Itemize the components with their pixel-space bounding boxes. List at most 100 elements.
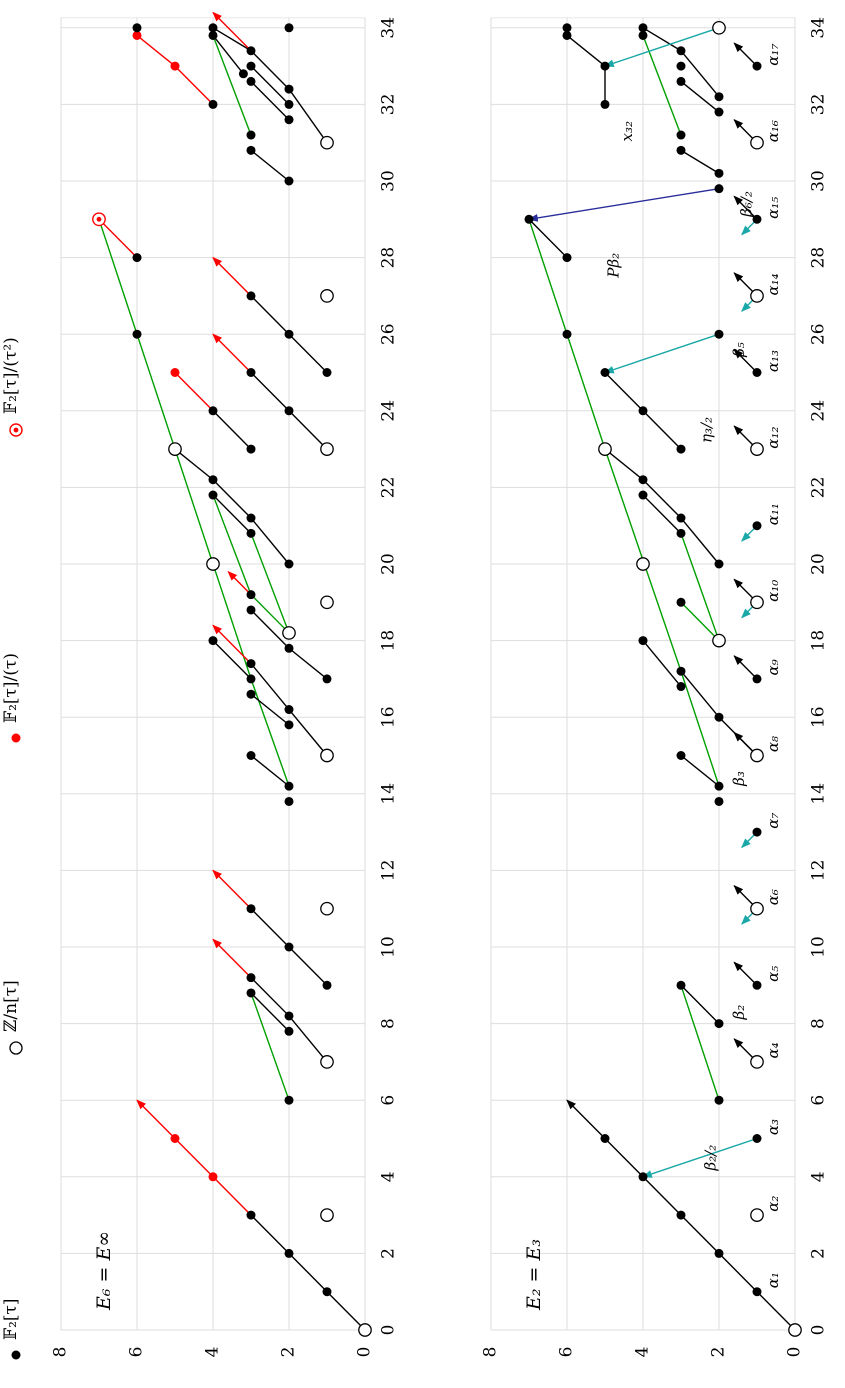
data-point-filled <box>322 980 332 990</box>
data-point-hollow <box>320 1055 334 1069</box>
data-point-filled <box>600 61 610 71</box>
x-tick-label: 6 <box>379 1095 399 1106</box>
data-point-filled <box>284 406 294 416</box>
differential-line <box>212 494 252 595</box>
differential-line <box>250 65 290 105</box>
data-point-filled <box>752 368 762 377</box>
x-tick-label: 22 <box>379 477 399 499</box>
data-point-filled <box>638 636 648 646</box>
data-point-filled <box>208 475 218 485</box>
differential-line <box>756 1291 796 1331</box>
data-point-filled <box>246 605 256 615</box>
data-point-hollow <box>750 1208 764 1222</box>
x-tick-label: 20 <box>379 553 399 575</box>
data-point-filled <box>208 406 218 416</box>
differential-arrow <box>212 869 252 910</box>
differential-line <box>642 1176 682 1216</box>
data-point-filled <box>284 99 294 109</box>
data-point-filled <box>238 69 248 79</box>
data-point-filled <box>246 291 256 301</box>
element-label: α₃ <box>764 1119 782 1135</box>
x-tick-label: 8 <box>809 1018 829 1029</box>
differential-line <box>212 35 244 75</box>
data-point-filled <box>246 76 256 86</box>
differential-arrow <box>212 938 252 979</box>
data-point-filled <box>714 1019 724 1029</box>
data-point-filled <box>638 490 648 500</box>
x-tick-label: 16 <box>809 706 829 728</box>
differential-line <box>174 448 214 481</box>
data-point-hollow <box>320 748 334 763</box>
differential-line <box>642 494 682 534</box>
differential-line <box>566 34 606 67</box>
differential-line <box>250 977 290 1017</box>
differential-line <box>528 218 568 259</box>
differential-line <box>212 27 252 52</box>
element-label: β₂ <box>730 1005 748 1021</box>
data-point-filled <box>714 184 724 194</box>
differential-line <box>288 946 328 986</box>
data-point-filled <box>752 980 762 990</box>
data-point-hollow <box>320 135 334 150</box>
differential-line <box>288 333 328 373</box>
data-point-filled <box>246 590 256 600</box>
x-tick-label: 24 <box>379 400 399 422</box>
differential-line <box>680 149 720 174</box>
differential-line <box>212 35 252 136</box>
differential-line <box>250 992 290 1101</box>
data-point-filled <box>714 712 724 722</box>
data-point-hollow <box>598 442 612 456</box>
differential-line <box>174 65 214 105</box>
y-tick-label: 2 <box>709 1347 729 1358</box>
data-point-filled <box>714 107 724 117</box>
data-point-hollow <box>788 1323 802 1337</box>
x-tick-label: 10 <box>379 936 399 958</box>
x-tick-label: 26 <box>379 323 399 345</box>
data-point-filled <box>752 827 762 837</box>
data-point-filled <box>284 1095 294 1105</box>
data-point-red-ring <box>92 212 106 227</box>
data-point-filled <box>676 682 686 692</box>
data-point-filled <box>752 61 762 71</box>
data-point-hollow <box>320 289 334 303</box>
data-point-filled <box>676 46 686 56</box>
data-point-filled <box>246 659 256 669</box>
data-point-filled <box>284 1011 294 1021</box>
legend-hollow-marker <box>9 1041 23 1055</box>
x-tick-label: 4 <box>809 1171 829 1182</box>
differential-line <box>250 533 290 634</box>
data-point-filled <box>246 130 256 140</box>
y-tick-label: 2 <box>279 1347 299 1358</box>
data-point-filled <box>208 23 218 33</box>
differential-arrow <box>212 333 252 373</box>
element-label: α₁₁ <box>764 503 782 525</box>
legend-filled-label: 𝔽₂[τ] <box>1 1298 21 1340</box>
data-point-filled <box>208 30 218 40</box>
data-point-filled <box>246 368 256 377</box>
x-tick-label: 18 <box>809 630 829 652</box>
legend-red-label: 𝔽₂[τ]/(τ) <box>1 653 21 723</box>
data-point-filled <box>322 1287 332 1297</box>
differential-arrow <box>733 195 758 220</box>
data-point-filled <box>208 490 218 500</box>
differential-line <box>680 601 720 642</box>
differential-line <box>604 448 644 481</box>
differential-line <box>98 218 138 259</box>
legend-red-ring-marker <box>9 423 23 437</box>
differential-line <box>326 1291 366 1331</box>
data-point-filled <box>676 130 686 140</box>
data-point-filled <box>600 1134 610 1143</box>
y-tick-label: 6 <box>557 1347 577 1358</box>
differential-line <box>680 50 720 98</box>
data-point-hollow <box>750 748 764 763</box>
data-point-filled <box>714 168 724 178</box>
data-point-filled <box>246 988 256 998</box>
x-tick-label: 30 <box>379 170 399 192</box>
element-label: α₆ <box>764 889 782 905</box>
data-point-hollow <box>712 633 726 648</box>
x-tick-label: 14 <box>809 783 829 805</box>
differential-line <box>250 372 290 412</box>
differential-line <box>212 494 252 534</box>
data-point-filled <box>246 145 256 155</box>
